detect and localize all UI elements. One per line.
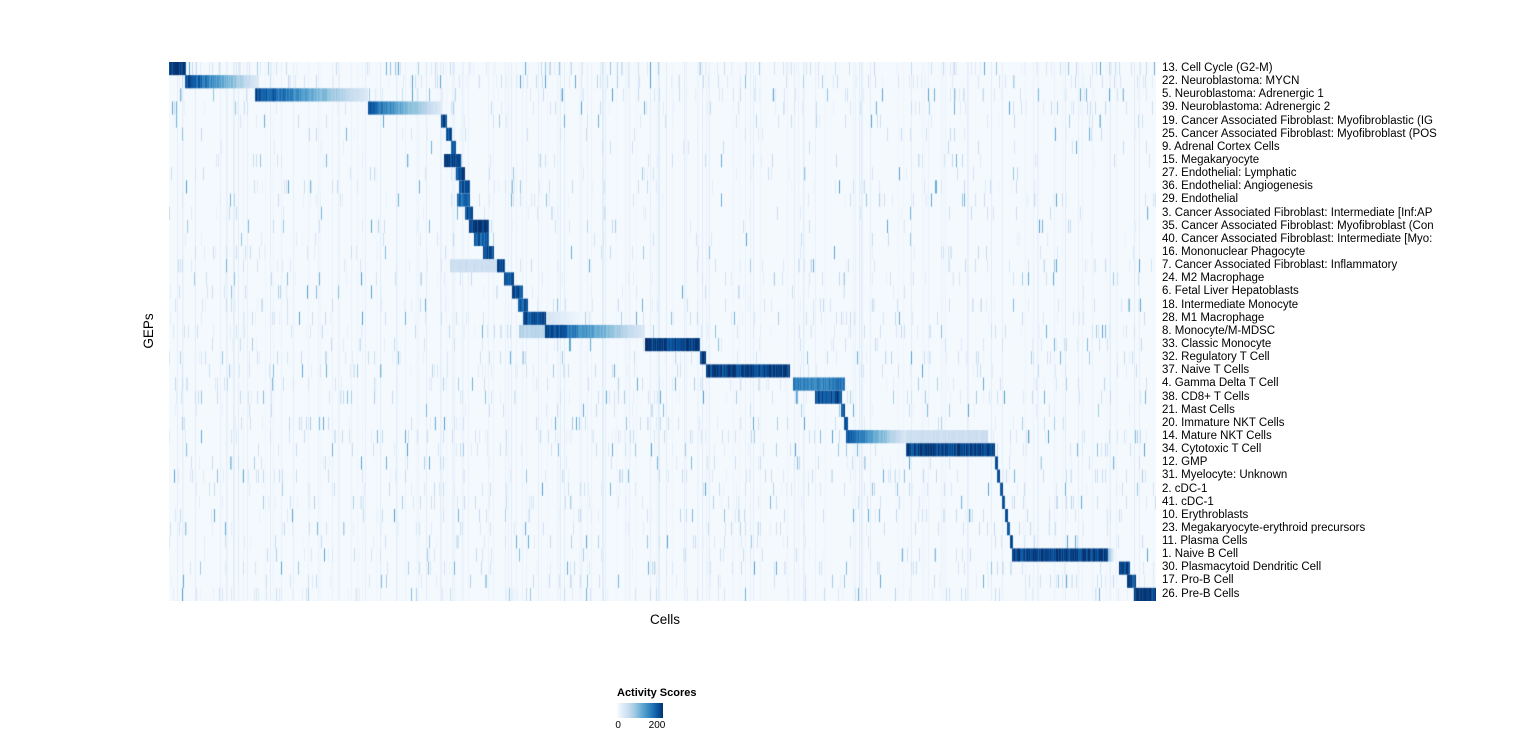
row-label: 13. Cell Cycle (G2-M) [1162, 62, 1273, 74]
row-label: 39. Neuroblastoma: Adrenergic 2 [1162, 101, 1331, 114]
row-label: 22. Neuroblastoma: MYCN [1162, 75, 1300, 88]
row-label: 26. Pre-B Cells [1162, 587, 1240, 600]
row-label: 29. Endothelial [1162, 193, 1239, 206]
row-label: 14. Mature NKT Cells [1162, 429, 1272, 442]
row-label: 10. Erythroblasts [1162, 508, 1249, 521]
row-labels: 13. Cell Cycle (G2-M) 22. Neuroblastoma: … [1162, 62, 1540, 602]
row-label: 2. cDC-1 [1162, 482, 1208, 495]
row-label: 1. Naive B Cell [1162, 548, 1239, 561]
y-axis-label: GEPs [141, 313, 156, 349]
legend: Activity Scores 0 200 [615, 687, 747, 732]
row-label: 9. Adrenal Cortex Cells [1162, 140, 1280, 153]
row-label: 19. Cancer Associated Fibroblast: Myofib… [1162, 114, 1434, 127]
row-label: 7. Cancer Associated Fibroblast: Inflamm… [1162, 259, 1398, 272]
row-label: 24. M2 Macrophage [1162, 272, 1265, 285]
row-label: 37. Naive T Cells [1162, 364, 1250, 377]
row-label: 6. Fetal Liver Hepatoblasts [1162, 285, 1299, 298]
row-label: 35. Cancer Associated Fibroblast: Myofib… [1162, 219, 1434, 232]
row-label: 31. Myelocyte: Unknown [1162, 469, 1288, 482]
row-label: 32. Regulatory T Cell [1162, 351, 1270, 364]
row-label: 30. Plasmacytoid Dendritic Cell [1162, 561, 1322, 574]
row-label: 34. Cytotoxic T Cell [1162, 443, 1262, 456]
row-label: 17. Pro-B Cell [1162, 574, 1234, 587]
row-label: 40. Cancer Associated Fibroblast: Interm… [1162, 232, 1433, 245]
row-label: 28. M1 Macrophage [1162, 311, 1265, 324]
heatmap-canvas [169, 62, 1156, 601]
row-label: 33. Classic Monocyte [1162, 337, 1272, 350]
row-label: 12. GMP [1162, 456, 1208, 469]
row-label: 38. CD8+ T Cells [1162, 390, 1250, 403]
row-label: 25. Cancer Associated Fibroblast: Myofib… [1162, 127, 1437, 140]
row-label: 8. Monocyte/M-MDSC [1162, 324, 1276, 337]
row-label: 4. Gamma Delta T Cell [1162, 377, 1279, 390]
row-label: 27. Endothelial: Lymphatic [1162, 167, 1297, 180]
row-label: 20. Immature NKT Cells [1162, 416, 1285, 429]
legend-ticks: 0 200 [615, 720, 687, 732]
row-label: 16. Mononuclear Phagocyte [1162, 245, 1306, 258]
x-axis-label: Cells [649, 612, 680, 627]
row-label: 41. cDC-1 [1162, 495, 1214, 508]
legend-tick-max: 200 [648, 720, 666, 731]
row-label: 15. Megakaryocyte [1162, 153, 1260, 166]
row-label: 11. Plasma Cells [1162, 535, 1248, 548]
row-label: 5. Neuroblastoma: Adrenergic 1 [1162, 88, 1324, 101]
row-label: 23. Megakaryocyte-erythroid precursors [1162, 521, 1366, 534]
row-label: 21. Mast Cells [1162, 403, 1235, 416]
row-label: 3. Cancer Associated Fibroblast: Interme… [1162, 206, 1433, 219]
legend-gradient-bar [617, 703, 663, 718]
row-label: 18. Intermediate Monocyte [1162, 298, 1299, 311]
legend-tick-min: 0 [615, 720, 621, 731]
row-label: 36. Endothelial: Angiogenesis [1162, 180, 1313, 193]
legend-title: Activity Scores [617, 687, 697, 699]
